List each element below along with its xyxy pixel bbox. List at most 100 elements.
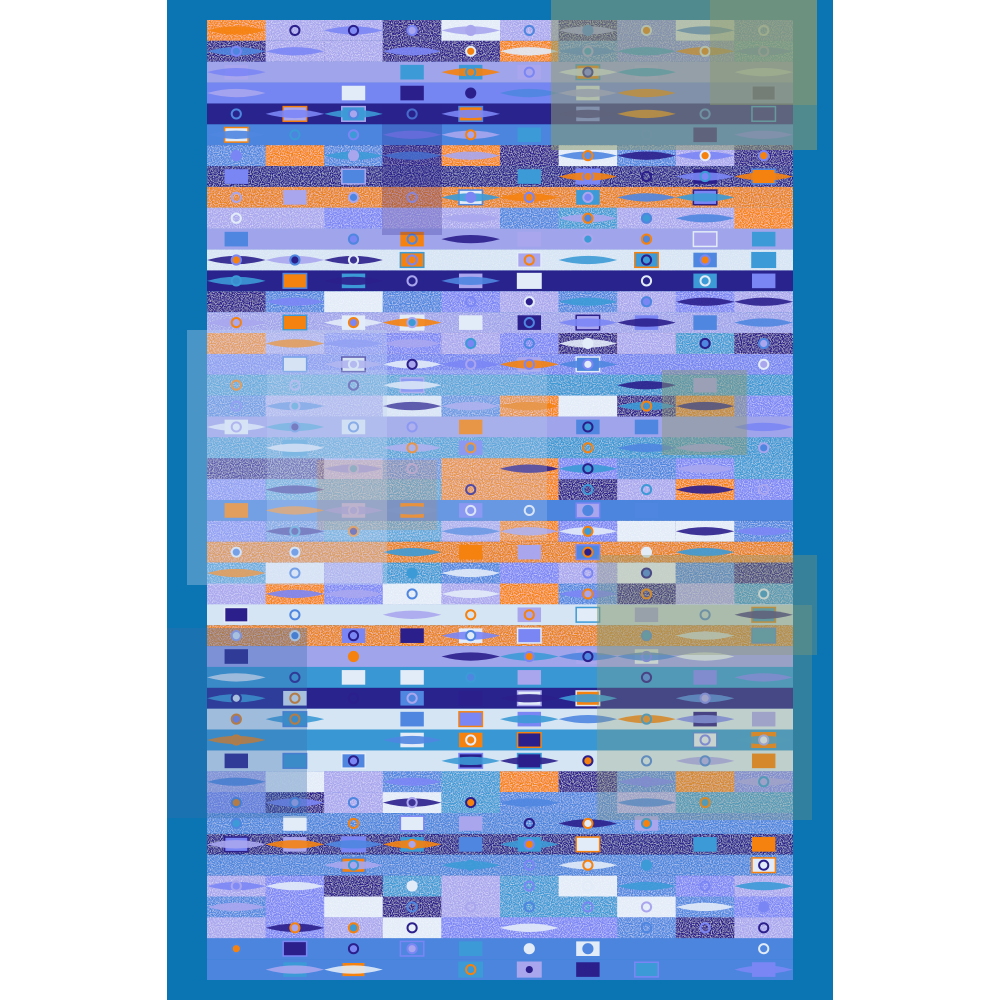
lens-mark [265,443,325,452]
lens-mark [500,694,559,703]
ring-mark [406,588,418,600]
noise-cell [382,917,442,939]
ring-mark [582,817,594,830]
ring-mark [465,671,477,683]
lens-mark [734,965,793,974]
lens-mark [675,548,735,557]
ring-mark [465,609,477,621]
ring-mark [289,713,301,725]
ring-mark [582,943,594,955]
square-mark [751,753,776,769]
noise-cell [558,792,618,814]
square-mark [458,941,483,956]
square-mark [224,649,249,664]
ring-mark [640,901,653,913]
ring-mark [523,859,535,871]
ring-mark [523,880,535,892]
ring-mark [347,24,360,37]
square-mark [634,419,659,435]
noise-cell [265,896,325,918]
square-mark [341,419,366,435]
lens-mark [675,485,735,494]
lens-mark [500,88,559,98]
ring-mark [406,24,418,37]
square-mark [341,168,366,185]
ring-mark [230,546,242,558]
ring-mark [523,838,535,850]
ring-mark [582,191,594,203]
noise-cell [500,479,559,500]
lens-mark [324,840,383,849]
lens-mark [382,401,442,411]
ring-mark [640,650,653,663]
lens-mark [382,443,442,452]
lens-mark [675,714,735,724]
noise-cell [500,583,559,605]
ring-mark [758,588,770,600]
square-mark [693,837,717,852]
noise-cell [324,291,383,313]
lens-mark [500,923,559,932]
noise-cell [382,207,442,229]
ring-mark [230,254,242,266]
square-mark [516,272,542,289]
noise-cell [441,917,500,939]
square-mark [634,251,659,269]
noise-cell [500,875,559,897]
square-mark [516,731,542,749]
lens-mark [675,443,735,452]
square-mark [283,690,307,706]
lens-mark [441,568,500,578]
ring-mark [640,588,653,600]
noise-cell [324,792,383,814]
square-mark [516,627,542,644]
row-band [207,729,793,751]
ring-mark [230,817,242,830]
ring-mark [523,358,535,370]
ring-mark [758,337,770,350]
ring-mark [230,797,242,809]
noise-cell [382,458,442,480]
lens-mark [441,151,500,160]
noise-cell [207,520,266,542]
ring-mark [523,24,535,37]
ring-mark [582,483,594,496]
lens-mark [734,673,793,682]
noise-cell [207,458,266,480]
lens-mark [734,297,793,306]
lens-mark [324,276,383,286]
ring-mark [640,275,653,287]
square-mark [517,64,542,80]
ring-mark [347,233,360,245]
ring-mark [640,755,653,767]
lens-mark [441,527,500,536]
lens-mark [265,589,325,599]
lens-mark [441,360,500,369]
noise-cell [734,207,793,229]
lens-mark [207,130,266,139]
ring-mark [406,901,418,913]
ring-mark [347,254,360,266]
ring-mark [289,400,301,412]
square-mark [458,544,483,560]
ring-mark [347,463,360,475]
ring-mark [347,943,360,955]
lens-mark [382,47,442,56]
lens-mark [207,68,266,77]
ring-mark [347,379,360,391]
ring-mark [289,609,301,621]
ring-mark [406,922,418,934]
lens-mark [441,234,500,244]
noise-cell [617,583,676,605]
noise-cell [324,207,383,229]
square-mark [400,231,424,247]
ring-mark [640,212,653,224]
ring-mark [640,859,653,871]
ring-mark [523,337,535,350]
square-mark [282,940,308,957]
overlay-rect [267,370,547,540]
lens-mark [324,255,383,265]
square-mark [751,273,776,289]
lens-mark [734,777,793,786]
noise-cell [617,917,676,939]
